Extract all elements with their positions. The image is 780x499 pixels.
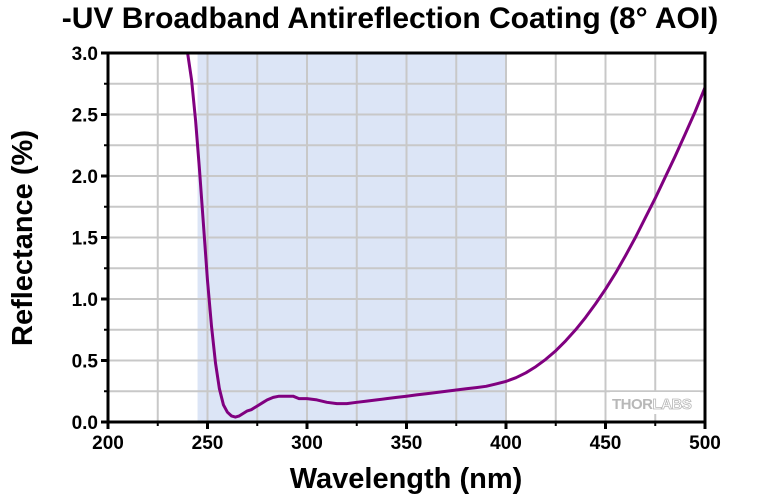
x-tick-label: 400 — [490, 433, 522, 454]
x-tick-label: 250 — [192, 433, 224, 454]
watermark-thor: THOR — [612, 396, 653, 413]
watermark-labs: LABS — [653, 396, 692, 413]
svg-text:THORLABS: THORLABS — [612, 396, 692, 413]
y-tick-label: 2.0 — [72, 167, 98, 188]
y-tick-label: 0.5 — [72, 352, 99, 373]
x-tick-label: 450 — [590, 433, 622, 454]
y-tick-label: 2.5 — [72, 106, 99, 127]
x-axis-title: Wavelength (nm) — [290, 463, 523, 495]
x-tick-label: 350 — [391, 433, 423, 454]
series-line-reflectance — [186, 53, 705, 419]
chart-title: -UV Broadband Antireflection Coating (8°… — [61, 2, 719, 35]
y-tick-label: 3.0 — [72, 44, 98, 65]
y-tick-label: 1.0 — [72, 290, 98, 311]
y-axis-title: Reflectance (%) — [7, 130, 39, 346]
x-tick-label: 500 — [689, 433, 721, 454]
y-tick-label: 1.5 — [72, 229, 99, 250]
x-tick-label: 200 — [92, 433, 124, 454]
y-tick-label: 0.0 — [72, 413, 98, 434]
x-tick-label: 300 — [291, 433, 323, 454]
thorlabs-watermark: THORLABS — [610, 392, 700, 414]
